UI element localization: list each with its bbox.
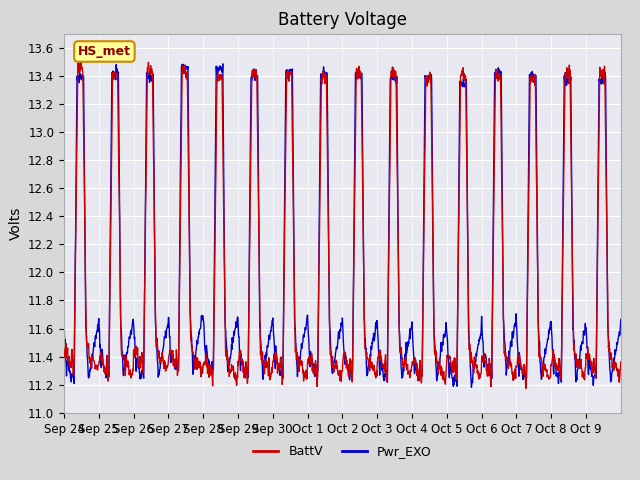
Legend: BattV, Pwr_EXO: BattV, Pwr_EXO [248, 441, 436, 463]
Y-axis label: Volts: Volts [8, 206, 22, 240]
Title: Battery Voltage: Battery Voltage [278, 11, 407, 29]
Text: HS_met: HS_met [78, 45, 131, 58]
